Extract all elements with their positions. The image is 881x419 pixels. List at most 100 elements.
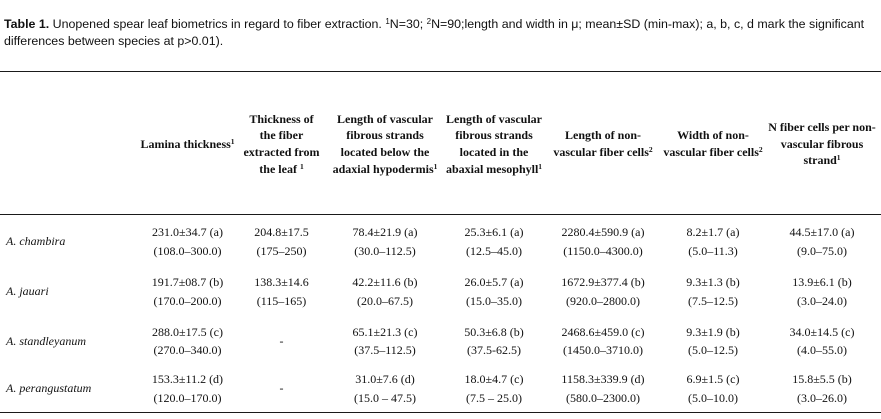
cell-mean: 231.0±34.7 (a) (152, 225, 223, 239)
cell-mean: - (279, 333, 284, 348)
cell-mean: 31.0±7.6 (d) (355, 372, 415, 386)
table-cell: 8.2±1.7 (a) (5.0–11.3) (658, 216, 768, 267)
cell-range: (3.0–26.0) (797, 390, 847, 405)
column-header-sup: 1 (299, 161, 304, 171)
cell-mean: 1158.3±339.9 (d) (561, 372, 645, 386)
cell-range: (5.0–12.5) (688, 343, 738, 357)
table-cell: 9.3±1.9 (b) (5.0–12.5) (658, 316, 768, 366)
column-header: Width of non-vascular fiber cells2 (658, 76, 768, 212)
cell-range: (30.0–112.5) (354, 243, 416, 258)
table-cell: 204.8±17.5 (175–250) (243, 216, 320, 267)
cell-range: (37.5–112.5) (354, 343, 416, 357)
column-header-text: Length of non-vascular fiber cells (553, 128, 649, 159)
cell-mean: 13.9±6.1 (b) (792, 275, 852, 289)
caption-sup: 2 (426, 17, 432, 26)
cell-range: (20.0–67.5) (357, 293, 413, 308)
cell-range: (580.0–2300.0) (566, 390, 640, 405)
cell-range: (1150.0–4300.0) (563, 243, 643, 258)
column-header: Thickness of the fiber extracted from th… (243, 76, 320, 212)
table-cell: 288.0±17.5 (c) (270.0–340.0) (140, 316, 235, 366)
cell-range: (115–165) (256, 293, 307, 308)
cell-mean: 2468.6±459.0 (c) (561, 324, 645, 339)
cell-mean: 34.0±14.5 (c) (789, 324, 855, 339)
column-header-sup: 1 (230, 136, 235, 146)
table-cell: 231.0±34.7 (a) (108.0–300.0) (140, 216, 235, 267)
cell-mean: 191.7±08.7 (b) (151, 275, 224, 289)
table-cell: 153.3±11.2 (d) (120.0–170.0) (140, 366, 235, 411)
cell-range: (108.0–300.0) (153, 243, 222, 258)
table-cell: 26.0±5.7 (a) (15.0–35.0) (440, 267, 548, 316)
table-cell: 50.3±6.8 (b) (37.5-62.5) (440, 316, 548, 366)
column-header-text: Width of non-vascular fiber cells (663, 128, 759, 159)
species-name: A. perangustatum (6, 381, 92, 396)
column-header (6, 76, 126, 212)
table-cell: 1158.3±339.9 (d) (580.0–2300.0) (548, 366, 658, 411)
caption-text: N=90;length and width in μ; mean±SD (min… (4, 17, 865, 48)
table-cell: 2280.4±590.9 (a) (1150.0–4300.0) (548, 216, 658, 267)
column-header-text: Thickness of the fiber extracted from th… (243, 111, 320, 176)
table-cell: 15.8±5.5 (b) (3.0–26.0) (768, 366, 876, 411)
cell-mean: 65.1±21.3 (c) (352, 324, 418, 339)
column-header-sup: 1 (433, 161, 438, 171)
column-header-text: Length of vascular fibrous strands locat… (332, 111, 434, 176)
cell-mean: 26.0±5.7 (a) (464, 275, 524, 289)
column-header: Lamina thickness1 (140, 76, 235, 212)
table-cell: 9.3±1.3 (b) (7.5–12.5) (658, 267, 768, 316)
cell-range: (170.0–200.0) (153, 293, 222, 308)
caption-text: Unopened spear leaf biometrics in regard… (49, 17, 386, 31)
cell-range: (3.0–24.0) (797, 293, 847, 308)
cell-mean: 9.3±1.9 (b) (686, 324, 740, 339)
cell-mean: 1672.9±377.4 (b) (561, 275, 645, 289)
cell-mean: 44.5±17.0 (a) (789, 225, 855, 239)
table-cell: - (243, 316, 320, 366)
cell-range: (4.0–55.0) (797, 343, 847, 357)
table-cell: 6.9±1.5 (c) (5.0–10.0) (658, 366, 768, 411)
cell-range: (7.5–12.5) (688, 293, 738, 308)
table-cell: 25.3±6.1 (a) (12.5–45.0) (440, 216, 548, 267)
table-cell: 13.9±6.1 (b) (3.0–24.0) (768, 267, 876, 316)
table-top-rule (0, 71, 881, 72)
column-header-text: N fiber cells per non-vascular fibrous s… (768, 120, 876, 168)
species-name: A. jauari (6, 284, 49, 299)
table-bottom-rule (0, 412, 881, 413)
column-header-sup: 2 (648, 145, 653, 154)
cell-range: (920.0–2800.0) (566, 293, 640, 308)
cell-mean: 153.3±11.2 (d) (151, 372, 224, 386)
cell-mean: 42.2±11.6 (b) (352, 275, 418, 289)
table-cell: 1672.9±377.4 (b) (920.0–2800.0) (548, 267, 658, 316)
cell-range: (9.0–75.0) (797, 243, 847, 258)
cell-mean: 78.4±21.9 (a) (352, 225, 418, 239)
table-cell: 42.2±11.6 (b) (20.0–67.5) (330, 267, 440, 316)
column-header-text: Lamina thickness (140, 136, 231, 151)
table-cell: 34.0±14.5 (c) (4.0–55.0) (768, 316, 876, 366)
cell-mean: - (279, 381, 284, 396)
column-header-sup: 2 (758, 145, 763, 154)
table-cell: 138.3±14.6 (115–165) (243, 267, 320, 316)
table-cell: 31.0±7.6 (d) (15.0 – 47.5) (330, 366, 440, 411)
cell-range: (7.5 – 25.0) (466, 390, 522, 405)
cell-mean: 288.0±17.5 (c) (152, 324, 223, 339)
cell-mean: 138.3±14.6 (254, 275, 309, 289)
cell-range: (37.5-62.5) (467, 343, 521, 357)
cell-range: (120.0–170.0) (153, 390, 222, 405)
cell-range: (12.5–45.0) (466, 243, 522, 258)
cell-mean: 25.3±6.1 (a) (464, 225, 524, 239)
column-header: N fiber cells per non-vascular fibrous s… (768, 76, 876, 212)
cell-range: (270.0–340.0) (153, 343, 222, 357)
table-cell: 44.5±17.0 (a) (9.0–75.0) (768, 216, 876, 267)
column-header-sup: 1 (836, 153, 841, 163)
cell-range: (15.0 – 47.5) (354, 390, 416, 405)
cell-mean: 15.8±5.5 (b) (792, 372, 852, 386)
cell-range: (15.0–35.0) (466, 293, 522, 308)
cell-range: (5.0–10.0) (688, 390, 738, 405)
table-cell: 2468.6±459.0 (c) (1450.0–3710.0) (548, 316, 658, 366)
cell-mean: 18.0±4.7 (c) (464, 372, 524, 386)
cell-mean: 9.3±1.3 (b) (686, 275, 740, 289)
table-cell: 191.7±08.7 (b) (170.0–200.0) (140, 267, 235, 316)
column-header: Length of non-vascular fiber cells2 (548, 76, 658, 212)
cell-mean: 8.2±1.7 (a) (686, 225, 740, 239)
cell-mean: 2280.4±590.9 (a) (561, 225, 645, 239)
table-cell: 18.0±4.7 (c) (7.5 – 25.0) (440, 366, 548, 411)
table-label: Table 1. (4, 17, 50, 31)
table-cell: 65.1±21.3 (c) (37.5–112.5) (330, 316, 440, 366)
